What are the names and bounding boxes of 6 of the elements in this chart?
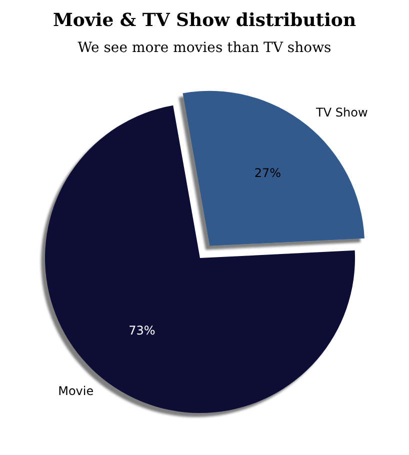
slice-label: TV Show <box>315 106 368 120</box>
slice-label: Movie <box>58 384 94 398</box>
data-label: 73% <box>128 324 156 338</box>
chart-subtitle: We see more movies than TV shows <box>78 40 332 56</box>
chart-title: Movie & TV Show distribution <box>52 10 356 31</box>
data-label: 27% <box>254 166 282 180</box>
